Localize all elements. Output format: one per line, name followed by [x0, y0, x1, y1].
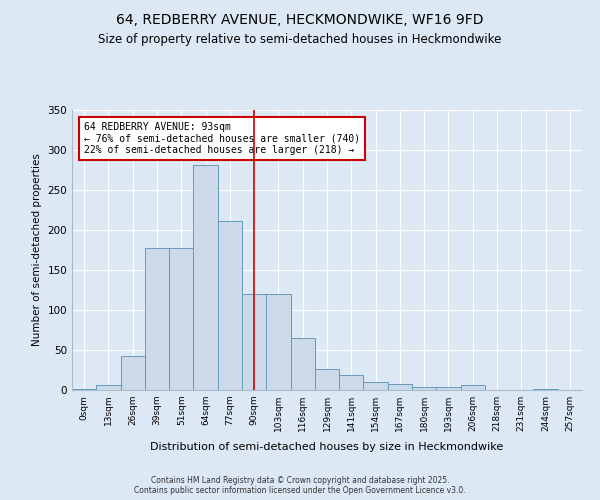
- Bar: [388, 384, 412, 390]
- Bar: [339, 375, 364, 390]
- Y-axis label: Number of semi-detached properties: Number of semi-detached properties: [32, 154, 42, 346]
- Bar: [412, 387, 436, 390]
- Bar: [266, 294, 290, 390]
- Text: Contains HM Land Registry data © Crown copyright and database right 2025.
Contai: Contains HM Land Registry data © Crown c…: [134, 476, 466, 495]
- Text: 64 REDBERRY AVENUE: 93sqm
← 76% of semi-detached houses are smaller (740)
22% of: 64 REDBERRY AVENUE: 93sqm ← 76% of semi-…: [84, 122, 360, 155]
- Bar: [461, 385, 485, 390]
- Bar: [218, 221, 242, 390]
- Bar: [290, 338, 315, 390]
- Bar: [96, 385, 121, 390]
- Bar: [533, 389, 558, 390]
- Bar: [242, 294, 266, 390]
- Bar: [169, 248, 193, 390]
- Bar: [145, 248, 169, 390]
- Bar: [121, 356, 145, 390]
- Bar: [193, 165, 218, 390]
- Bar: [315, 369, 339, 390]
- Bar: [364, 382, 388, 390]
- Text: Size of property relative to semi-detached houses in Heckmondwike: Size of property relative to semi-detach…: [98, 32, 502, 46]
- Text: Distribution of semi-detached houses by size in Heckmondwike: Distribution of semi-detached houses by …: [151, 442, 503, 452]
- Bar: [436, 387, 461, 390]
- Text: 64, REDBERRY AVENUE, HECKMONDWIKE, WF16 9FD: 64, REDBERRY AVENUE, HECKMONDWIKE, WF16 …: [116, 12, 484, 26]
- Bar: [72, 389, 96, 390]
